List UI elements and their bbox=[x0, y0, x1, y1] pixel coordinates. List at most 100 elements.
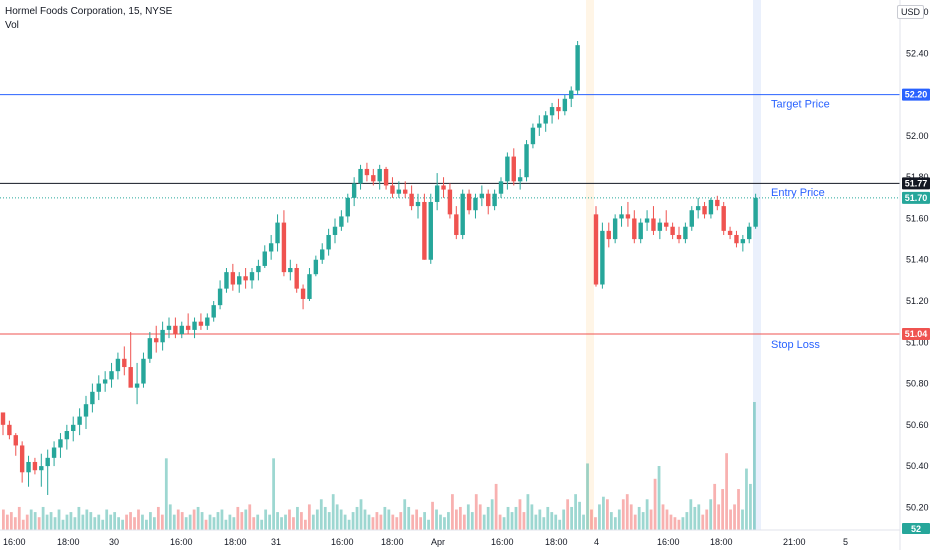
time-tick-label: 16:00 bbox=[657, 537, 680, 547]
candle-body bbox=[562, 98, 568, 112]
time-tick-label: 18:00 bbox=[224, 537, 247, 547]
volume-bar bbox=[582, 514, 585, 530]
candle-body bbox=[7, 424, 12, 436]
candle-body bbox=[409, 193, 414, 207]
candle-body bbox=[612, 218, 618, 240]
candle-body bbox=[593, 214, 599, 285]
volume-bar bbox=[447, 512, 450, 530]
volume-bar bbox=[121, 519, 124, 530]
candle-body bbox=[332, 226, 338, 235]
volume-bar bbox=[478, 504, 482, 530]
volume-bar bbox=[482, 514, 486, 530]
candle-body bbox=[734, 234, 739, 244]
stop-loss-line-tag bbox=[902, 328, 930, 341]
volume-bar bbox=[145, 519, 148, 530]
volume-bar bbox=[347, 519, 351, 530]
time-tick-label: 18:00 bbox=[57, 537, 80, 547]
volume-bar bbox=[2, 509, 5, 530]
volume-bar bbox=[721, 489, 725, 530]
candle-body bbox=[670, 226, 675, 235]
candle-body bbox=[275, 222, 280, 244]
volume-bar bbox=[327, 512, 331, 530]
volume-bar bbox=[729, 509, 732, 530]
time-tick-label: 16:00 bbox=[331, 537, 354, 547]
volume-bar bbox=[407, 506, 411, 530]
volume-bar bbox=[570, 506, 574, 530]
volume-bar bbox=[81, 514, 85, 530]
time-tick-label: 31 bbox=[271, 537, 281, 547]
volume-bar bbox=[204, 519, 208, 530]
volume-bar bbox=[172, 514, 176, 530]
volume-bar bbox=[506, 506, 510, 530]
time-tick-label: 18:00 bbox=[710, 537, 733, 547]
candle-body bbox=[390, 185, 395, 194]
volume-bar bbox=[125, 514, 128, 530]
volume-bar bbox=[307, 504, 311, 530]
volume-bar bbox=[192, 509, 196, 530]
candle-body bbox=[676, 234, 682, 240]
candle-body bbox=[198, 321, 204, 326]
candle-body bbox=[217, 288, 223, 306]
candle-body bbox=[339, 216, 344, 227]
volume-bar bbox=[419, 517, 423, 530]
volume-bar bbox=[466, 504, 470, 530]
candle-body bbox=[466, 193, 472, 211]
volume-bar bbox=[753, 402, 756, 530]
candle-body bbox=[166, 325, 172, 330]
volume-bar bbox=[538, 509, 542, 530]
volume-bar bbox=[184, 517, 188, 530]
volume-bar bbox=[232, 517, 236, 530]
volume-bar bbox=[423, 512, 426, 530]
price-tick-label: 52.40 bbox=[906, 48, 929, 58]
candle-body bbox=[727, 230, 733, 235]
volume-bar bbox=[598, 504, 601, 530]
candle-body bbox=[71, 424, 76, 432]
volume-bar bbox=[697, 504, 701, 530]
candle-body bbox=[351, 183, 357, 198]
volume-bar bbox=[391, 514, 395, 530]
volume-bar bbox=[741, 509, 744, 530]
volume-bar bbox=[665, 509, 669, 530]
volume-bar bbox=[526, 494, 530, 530]
candle-body bbox=[371, 175, 376, 182]
volume-bar bbox=[661, 504, 665, 530]
volume-bar bbox=[578, 501, 581, 530]
volume-bar bbox=[248, 504, 252, 530]
candle-body bbox=[517, 177, 523, 182]
volume-bar bbox=[331, 494, 335, 530]
current-price-line-tag-label: 51.77 bbox=[905, 178, 928, 188]
volume-bar bbox=[284, 514, 287, 530]
volume-bar bbox=[594, 517, 597, 530]
volume-bar bbox=[701, 514, 705, 530]
volume-bar bbox=[606, 499, 609, 530]
volume-bar bbox=[25, 514, 29, 530]
volume-bar bbox=[621, 499, 625, 530]
volume-bar bbox=[649, 509, 653, 530]
volume-bar bbox=[168, 504, 172, 530]
candle-body bbox=[473, 197, 478, 211]
candle-body bbox=[434, 185, 440, 202]
price-tick-label: 50.20 bbox=[906, 502, 929, 512]
volume-bar bbox=[371, 517, 375, 530]
candle-body bbox=[708, 199, 714, 215]
currency-button[interactable]: USD bbox=[896, 5, 924, 19]
candle-body bbox=[154, 338, 159, 343]
volume-bar bbox=[300, 512, 303, 530]
volume-bar bbox=[709, 499, 713, 530]
price-tick-label: 51.00 bbox=[906, 337, 929, 347]
candle-body bbox=[179, 325, 184, 335]
time-tick-label: 5 bbox=[843, 537, 848, 547]
volume-bar bbox=[276, 512, 279, 530]
volume-bar bbox=[21, 519, 25, 530]
volume-bar bbox=[411, 514, 415, 530]
candle-body bbox=[313, 259, 319, 275]
candle-body bbox=[403, 189, 408, 194]
volume-bar bbox=[558, 519, 562, 530]
volume-bar bbox=[113, 512, 117, 530]
volume-bar bbox=[486, 506, 490, 530]
candle-body bbox=[657, 222, 663, 231]
candle-body bbox=[454, 214, 459, 235]
candle-body bbox=[644, 218, 650, 223]
volume-bar bbox=[470, 512, 474, 530]
